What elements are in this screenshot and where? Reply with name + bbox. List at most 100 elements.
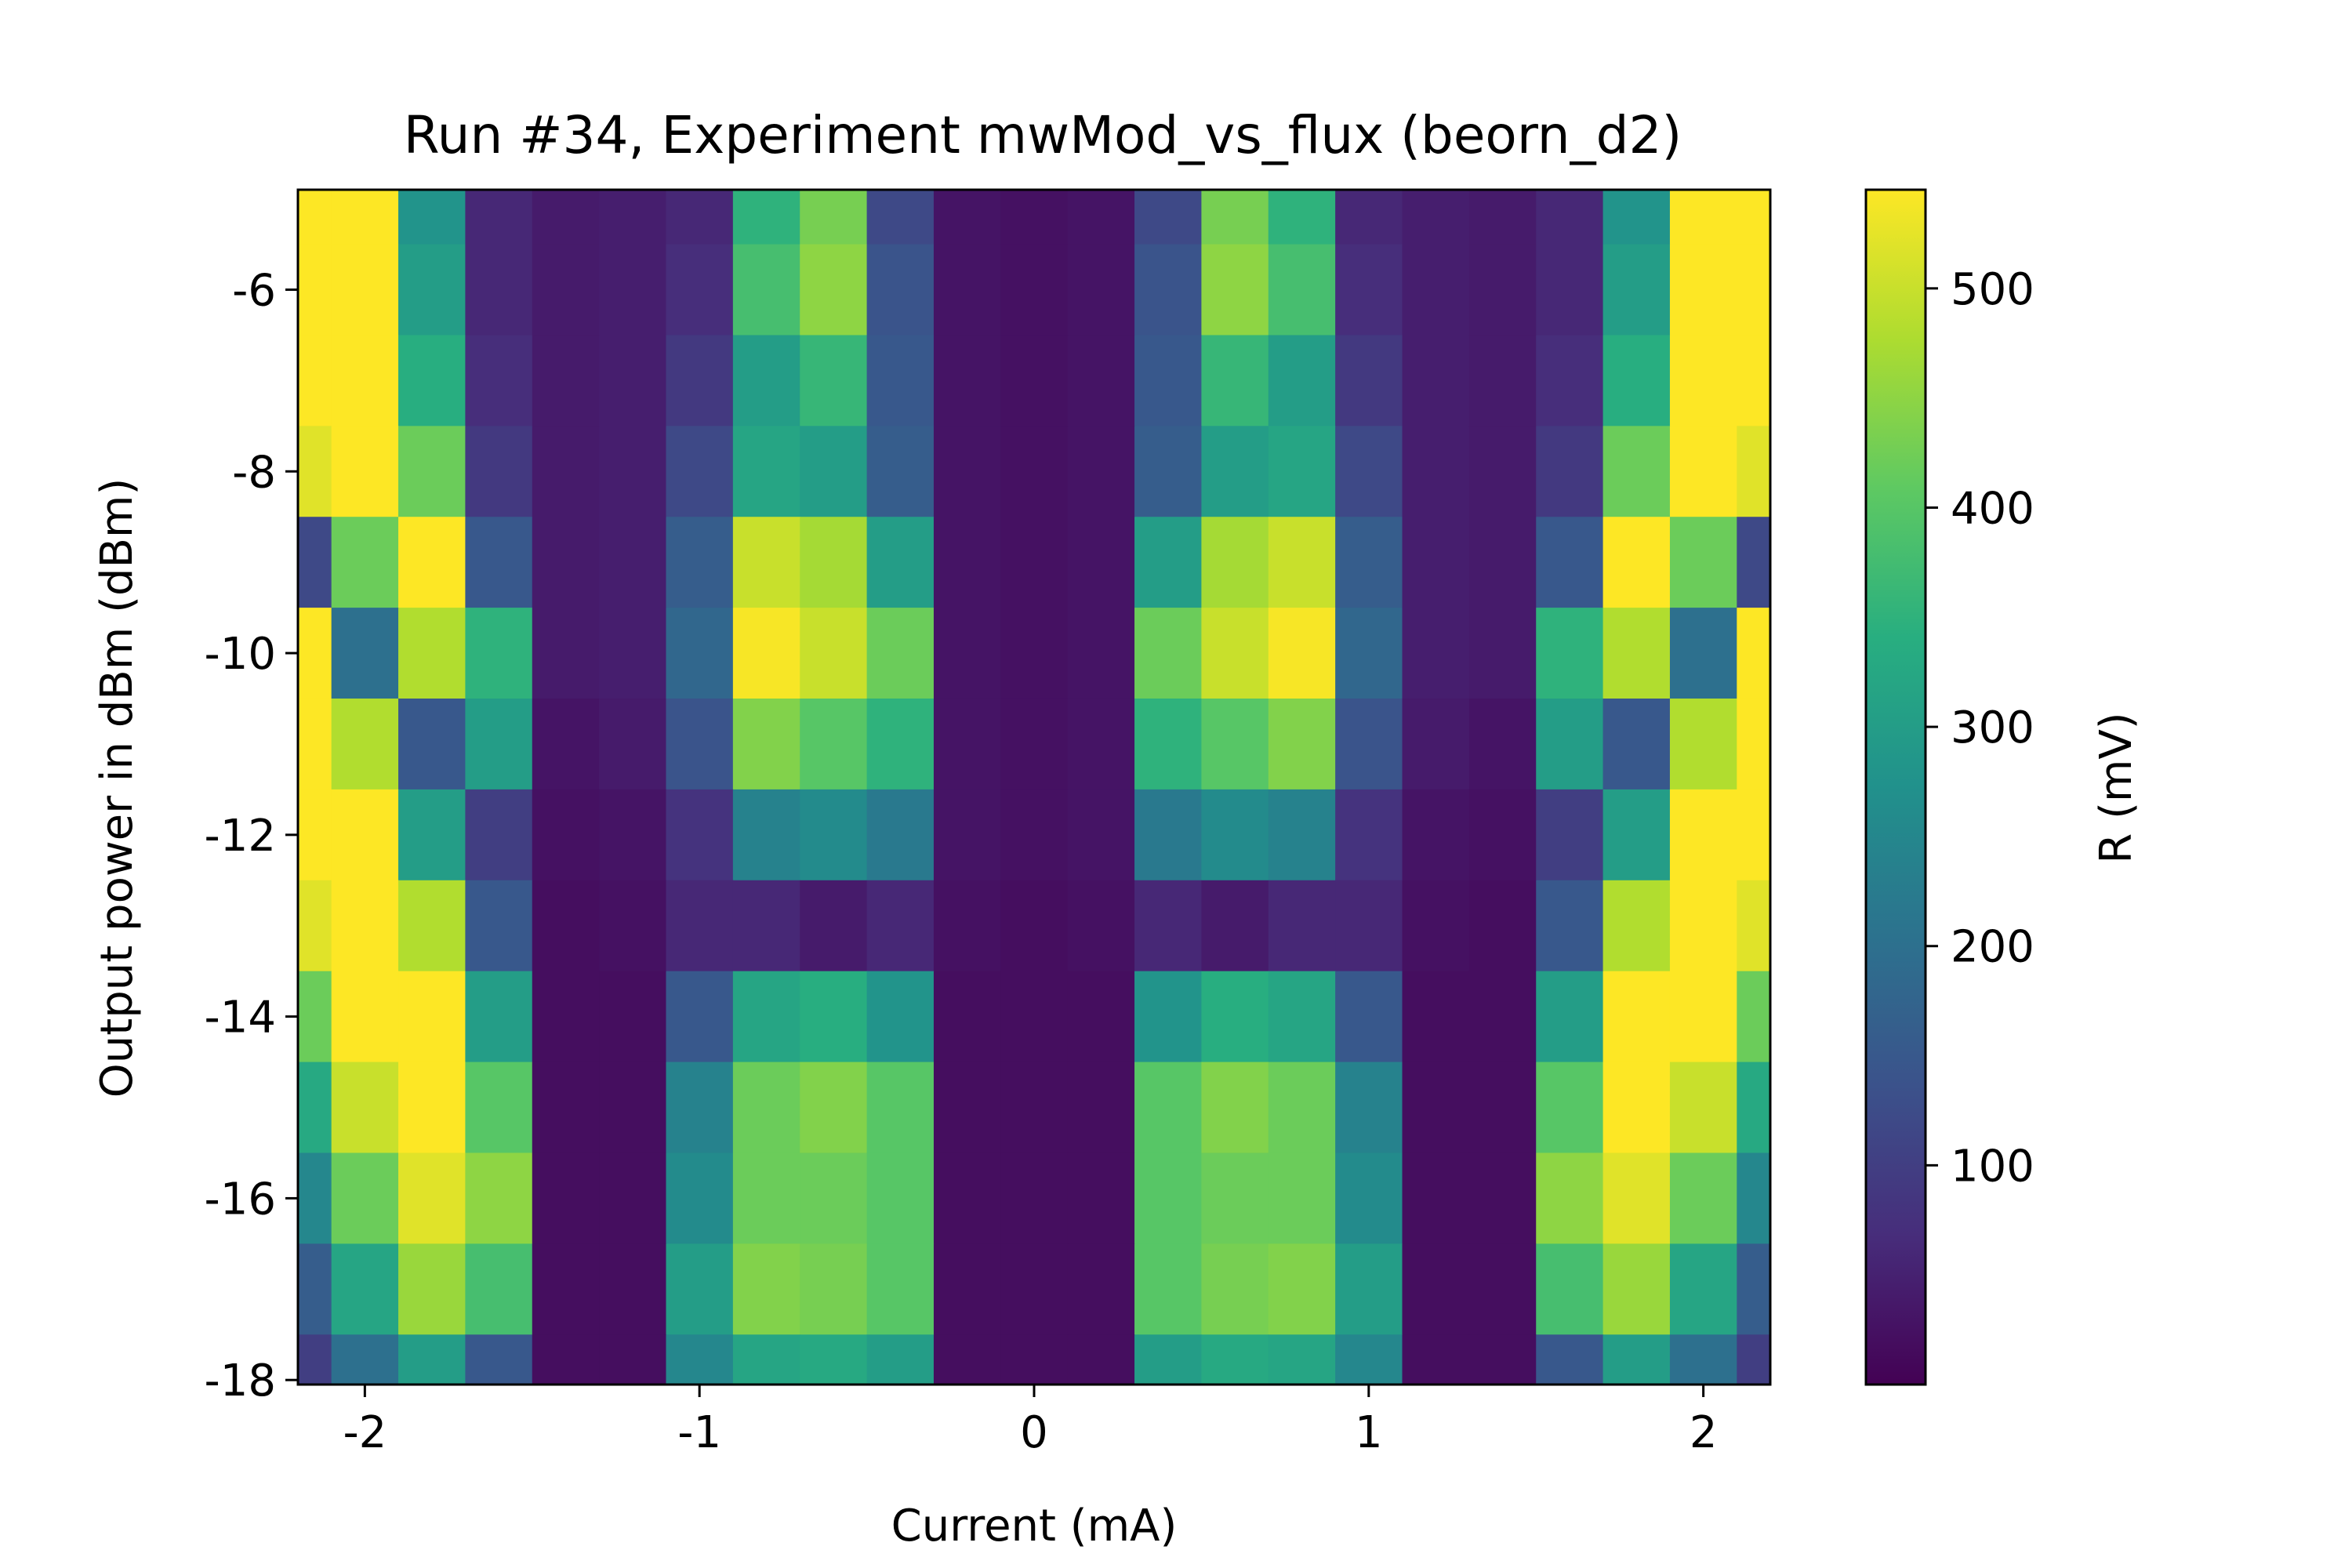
heatmap-cell: [532, 789, 600, 881]
heatmap-cell: [1067, 190, 1135, 245]
heatmap-cell: [666, 244, 734, 336]
heatmap-cell: [1201, 335, 1269, 426]
heatmap-cell: [1000, 1152, 1069, 1244]
heatmap-cell: [1335, 789, 1403, 881]
heatmap-cell: [1536, 789, 1604, 881]
heatmap-cell: [599, 789, 667, 881]
heatmap: [298, 190, 1771, 1385]
heatmap-cell: [1335, 190, 1403, 245]
heatmap-cell: [599, 1062, 667, 1154]
heatmap-cell: [1335, 608, 1403, 699]
heatmap-cell: [298, 244, 332, 336]
heatmap-cell: [800, 517, 868, 608]
heatmap-cell: [1268, 335, 1336, 426]
heatmap-cell: [1335, 1152, 1403, 1244]
y-tick-label: -16: [205, 1174, 276, 1225]
heatmap-cell: [298, 971, 332, 1063]
heatmap-cell: [1737, 335, 1771, 426]
heatmap-cell: [331, 880, 399, 972]
heatmap-cell: [1536, 517, 1604, 608]
heatmap-cell: [1134, 1152, 1203, 1244]
heatmap-cell: [331, 1334, 399, 1385]
heatmap-cell: [331, 244, 399, 336]
heatmap-cell: [1335, 517, 1403, 608]
heatmap-cell: [1602, 190, 1671, 245]
heatmap-cell: [1067, 880, 1135, 972]
heatmap-cell: [532, 244, 600, 336]
heatmap-cell: [732, 244, 800, 336]
heatmap-cell: [1602, 517, 1671, 608]
heatmap-cell: [1268, 1062, 1336, 1154]
heatmap-cell: [1402, 971, 1470, 1063]
heatmap-cell: [1134, 426, 1203, 517]
heatmap-cell: [1536, 1334, 1604, 1385]
heatmap-cell: [298, 699, 332, 790]
heatmap-cell: [1268, 971, 1336, 1063]
heatmap-cell: [732, 1334, 800, 1385]
heatmap-cell: [1335, 244, 1403, 336]
heatmap-cell: [465, 1243, 533, 1335]
heatmap-cell: [1268, 880, 1336, 972]
heatmap-cell: [1268, 608, 1336, 699]
heatmap-cell: [1602, 244, 1671, 336]
heatmap-cell: [933, 1062, 1001, 1154]
heatmap-cell: [331, 190, 399, 245]
heatmap-cell: [1737, 1152, 1771, 1244]
heatmap-cell: [866, 789, 935, 881]
heatmap-cell: [1402, 1062, 1470, 1154]
heatmap-cell: [298, 190, 332, 245]
heatmap-cell: [1536, 426, 1604, 517]
heatmap-cell: [532, 1243, 600, 1335]
heatmap-cell: [866, 335, 935, 426]
heatmap-cell: [1134, 190, 1203, 245]
heatmap-cell: [666, 789, 734, 881]
heatmap-cell: [1201, 608, 1269, 699]
colorbar-axis: 100 200 300 400 500: [1926, 264, 2034, 1192]
x-tick-label: 2: [1690, 1407, 1718, 1458]
heatmap-cell: [532, 699, 600, 790]
heatmap-cell: [1468, 880, 1537, 972]
colorbar-tick-label: 100: [1951, 1141, 2034, 1192]
heatmap-cell: [398, 880, 466, 972]
heatmap-cell: [1000, 244, 1069, 336]
heatmap-cell: [1067, 1334, 1135, 1385]
heatmap-cell: [800, 244, 868, 336]
y-tick-label: -18: [205, 1356, 276, 1406]
heatmap-cell: [666, 335, 734, 426]
heatmap-cell: [1134, 699, 1203, 790]
heatmap-cell: [1067, 971, 1135, 1063]
heatmap-cell: [866, 1152, 935, 1244]
heatmap-cell: [1602, 335, 1671, 426]
heatmap-cell: [866, 699, 935, 790]
heatmap-cell: [1402, 1152, 1470, 1244]
heatmap-cell: [1536, 1062, 1604, 1154]
heatmap-cell: [1402, 789, 1470, 881]
heatmap-cell: [1000, 789, 1069, 881]
heatmap-cell: [1669, 335, 1737, 426]
heatmap-cell: [1067, 1152, 1135, 1244]
heatmap-cell: [732, 1062, 800, 1154]
heatmap-cell: [1000, 971, 1069, 1063]
heatmap-cell: [1737, 190, 1771, 245]
heatmap-cell: [465, 244, 533, 336]
heatmap-cell: [1669, 244, 1737, 336]
heatmap-cell: [800, 1334, 868, 1385]
heatmap-cell: [732, 699, 800, 790]
heatmap-cell: [732, 789, 800, 881]
heatmap-cell: [666, 1152, 734, 1244]
heatmap-cell: [1602, 1152, 1671, 1244]
heatmap-cell: [866, 880, 935, 972]
heatmap-cell: [1000, 608, 1069, 699]
heatmap-cell: [1669, 608, 1737, 699]
heatmap-cell: [800, 699, 868, 790]
heatmap-cell: [1201, 1334, 1269, 1385]
x-tick-label: -2: [343, 1407, 387, 1458]
y-tick-label: -12: [205, 811, 276, 862]
heatmap-cell: [465, 880, 533, 972]
heatmap-cell: [933, 880, 1001, 972]
heatmap-cell: [398, 971, 466, 1063]
colorbar-tick-label: 200: [1951, 922, 2034, 973]
heatmap-cell: [331, 971, 399, 1063]
heatmap-cell: [532, 426, 600, 517]
heatmap-cell: [398, 426, 466, 517]
